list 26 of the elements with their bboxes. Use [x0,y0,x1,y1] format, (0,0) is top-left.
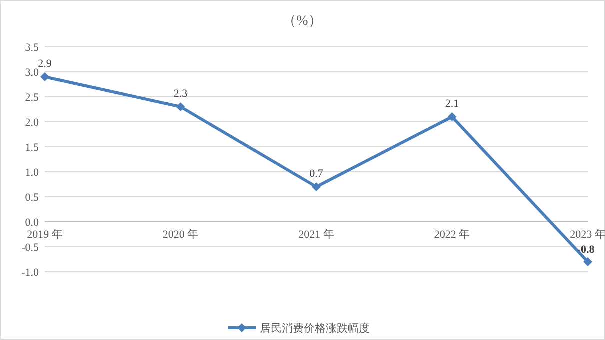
point [584,258,592,266]
chart-title: （%） [282,14,322,29]
x-tick-label: 2021 年 [298,229,334,241]
data-label: -0.8 [577,244,596,256]
y-tick-label: 0.5 [25,192,40,204]
y-tick-label: 3.5 [25,42,40,54]
data-label: 2.3 [174,88,188,100]
y-tick-label: 0.0 [25,217,40,229]
y-tick-label: 2.0 [25,117,40,129]
data-label: 2.9 [38,58,52,70]
point [312,182,321,192]
y-tick-label: 1.5 [25,142,40,154]
point [448,112,457,122]
y-tick-label: 3.0 [25,67,40,79]
point [176,102,186,112]
y-tick-label: -0.5 [22,242,40,254]
point [40,72,50,82]
x-tick-label: 2022 年 [434,229,470,241]
legend-label: 居民消费价格涨跌幅度 [260,322,370,335]
y-tick-label: -1.0 [22,267,40,279]
x-tick-label: 2019 年 [27,229,63,241]
y-tick-label: 1.0 [25,167,40,179]
x-tick-label: 2020 年 [162,229,199,241]
data-label: 0.7 [310,168,324,180]
y-tick-label: 2.5 [25,92,40,104]
data-label: 2.1 [445,98,460,110]
